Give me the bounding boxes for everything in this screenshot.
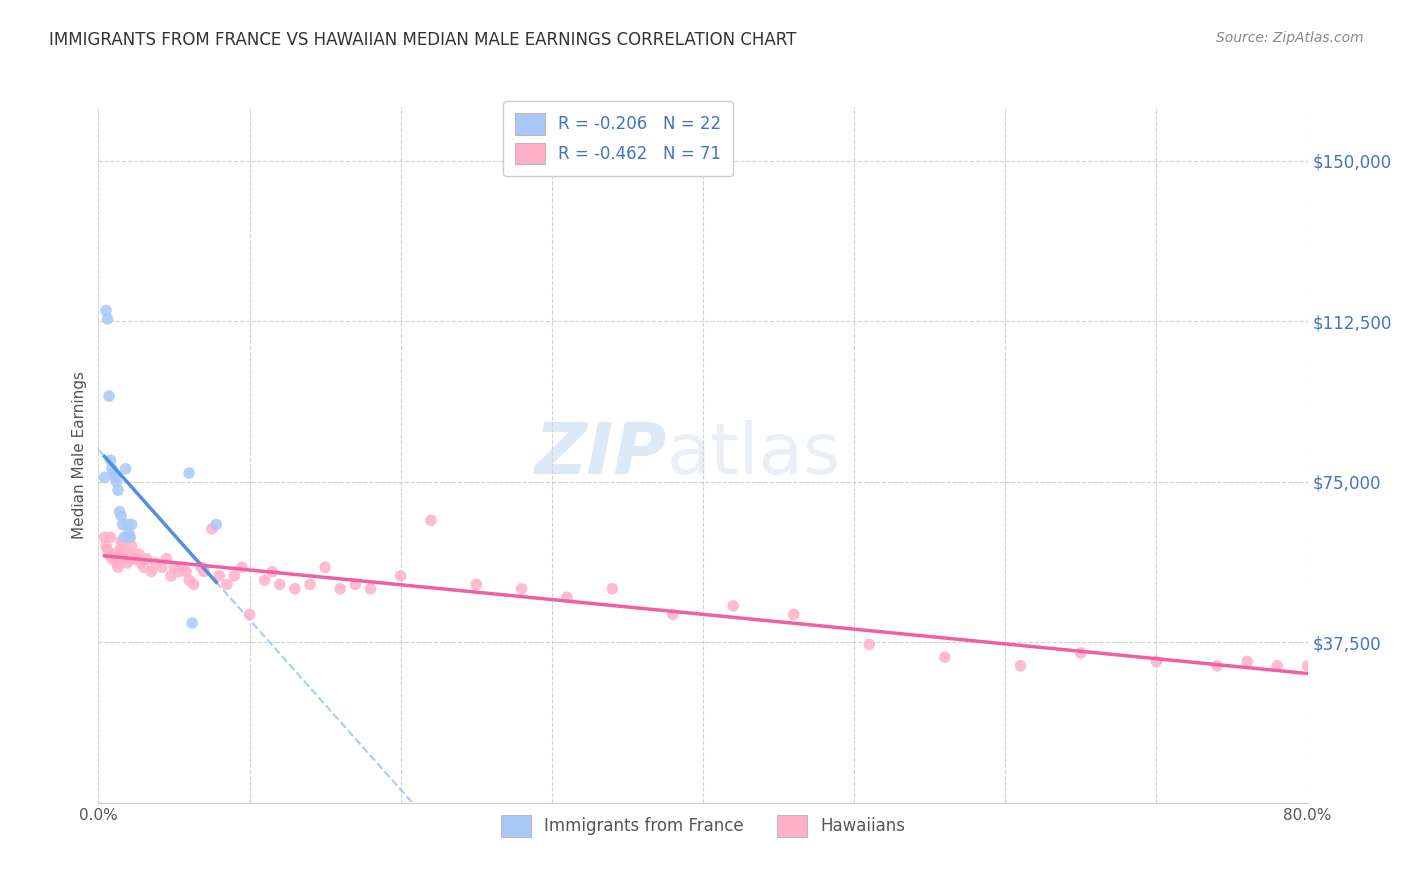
Point [93,470,115,484]
Point [299,577,322,591]
Point [389,569,412,583]
Point [208,569,231,583]
Point [344,577,367,591]
Point [101,551,124,566]
Point [122,551,145,566]
Point [115,517,138,532]
Point [105,475,128,489]
Point [96,312,118,326]
Point [269,577,291,591]
Point [1070,646,1092,660]
Point [104,551,127,566]
Text: atlas: atlas [666,420,841,490]
Point [555,591,578,605]
Point [114,462,136,476]
Text: IMMIGRANTS FROM FRANCE VS HAWAIIAN MEDIAN MALE EARNINGS CORRELATION CHART: IMMIGRANTS FROM FRANCE VS HAWAIIAN MEDIA… [49,31,797,49]
Point [602,582,624,596]
Point [193,565,215,579]
Point [239,607,262,622]
Point [284,582,307,596]
Point [104,470,127,484]
Point [125,551,148,566]
Point [858,637,880,651]
Point [1010,658,1032,673]
Point [120,548,142,562]
Y-axis label: Median Male Earnings: Median Male Earnings [72,371,87,539]
Point [224,569,246,583]
Point [114,551,136,566]
Point [183,577,205,591]
Point [231,560,253,574]
Point [111,517,134,532]
Point [1267,658,1289,673]
Point [115,556,138,570]
Point [145,556,167,570]
Text: ZIP: ZIP [534,420,666,490]
Point [96,543,118,558]
Point [128,548,150,562]
Point [135,551,157,566]
Point [110,534,132,549]
Point [150,560,173,574]
Point [201,522,224,536]
Point [107,483,129,498]
Point [103,466,125,480]
Point [465,577,488,591]
Legend: Immigrants from France, Hawaiians: Immigrants from France, Hawaiians [494,808,912,843]
Point [132,560,155,574]
Point [360,582,382,596]
Point [783,607,806,622]
Point [190,560,212,574]
Point [215,577,238,591]
Point [120,530,142,544]
Point [661,607,683,622]
Point [121,517,143,532]
Point [108,543,131,558]
Point [107,560,129,574]
Point [170,560,193,574]
Point [118,530,141,544]
Point [262,565,284,579]
Point [179,573,201,587]
Point [100,530,122,544]
Point [163,560,186,574]
Point [141,565,163,579]
Point [101,462,124,476]
Point [329,582,352,596]
Point [110,508,132,523]
Point [155,551,177,566]
Point [121,539,143,553]
Point [314,560,336,574]
Point [98,548,121,562]
Point [167,565,190,579]
Point [160,569,183,583]
Point [420,513,443,527]
Text: Source: ZipAtlas.com: Source: ZipAtlas.com [1216,31,1364,45]
Point [98,389,121,403]
Point [103,548,125,562]
Point [112,548,135,562]
Point [253,573,276,587]
Point [112,530,135,544]
Point [1236,655,1258,669]
Point [108,505,131,519]
Point [111,539,134,553]
Point [1296,658,1319,673]
Point [181,615,204,630]
Point [129,556,152,570]
Point [94,539,117,553]
Point [934,650,956,665]
Point [723,599,745,613]
Point [94,303,117,318]
Point [205,517,228,532]
Point [1144,655,1167,669]
Point [174,565,197,579]
Point [105,556,128,570]
Point [93,530,115,544]
Point [179,466,201,480]
Point [510,582,533,596]
Point [1206,658,1229,673]
Point [118,526,141,541]
Point [100,453,122,467]
